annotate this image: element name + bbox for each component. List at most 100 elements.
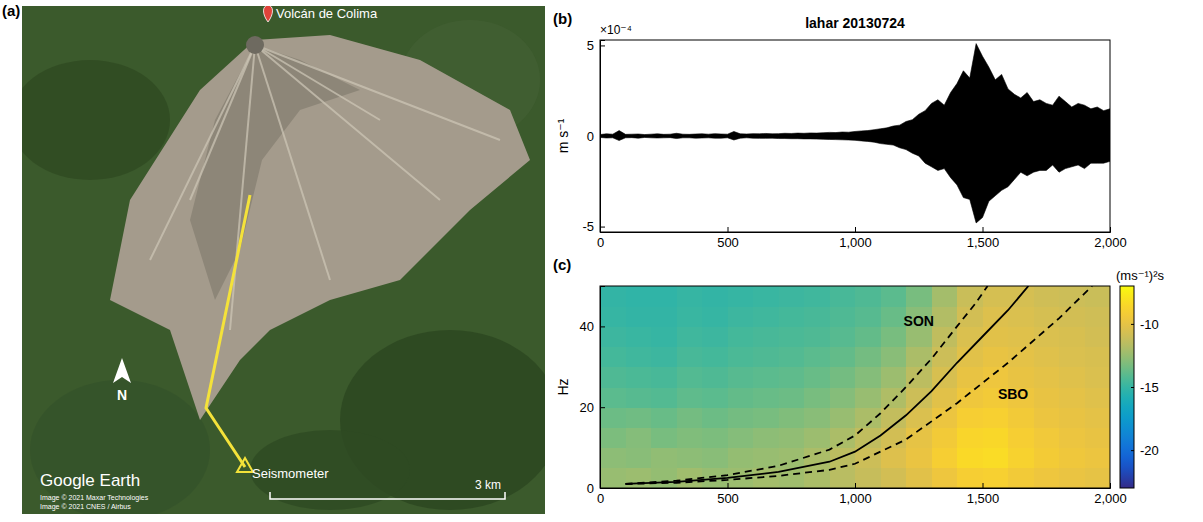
tick: 5 [587,38,605,53]
heatmap-cell [600,347,626,368]
heatmap-cell [600,367,626,388]
volcano-slope [110,35,530,420]
heatmap-cell [957,468,983,488]
heatmap-cell [855,286,881,307]
heatmap-cell [626,448,652,469]
heatmap-cell [881,347,907,368]
heatmap-cell [881,468,907,488]
heatmap-cell [600,448,626,469]
heatmap-cell [728,407,754,428]
forest-patch [22,60,170,180]
heatmap-cell [1059,468,1085,488]
heatmap-cell [932,468,958,488]
heatmap-cell [600,387,626,408]
seismogram [600,44,1110,223]
heatmap-cell [702,367,728,388]
heatmap-cell [855,306,881,327]
heatmap-cell [983,468,1009,488]
heatmap-cell [830,306,856,327]
axis: 05001,0001,5002,000 [597,483,1127,506]
heatmap-cell [855,468,881,488]
heatmap-cell [830,286,856,307]
tick-label: -5 [582,219,594,234]
heatmap-cell [932,347,958,368]
heatmap-cell [728,387,754,408]
heatmap-cell [702,347,728,368]
heatmap-cell [957,326,983,347]
arrival-curve [626,286,1029,484]
axis-line [601,41,606,233]
heatmap-cell [906,468,932,488]
heatmap-cell [779,286,805,307]
tick-mark [600,326,605,327]
logo: Google Earth [40,471,140,490]
heatmap-cell [1034,347,1060,368]
heatmap-cell [804,387,830,408]
heatmap-cell [728,347,754,368]
tick-label: 2,000 [1094,491,1127,506]
heatmap-cell [932,387,958,408]
heatmap-cell [804,326,830,347]
tick-mark [728,483,729,488]
heatmap-cell [779,326,805,347]
tick-label: -10 [1140,317,1159,332]
heatmap-cell [881,326,907,347]
north-label: N [117,387,127,403]
arrival-curve [626,286,1093,484]
tick-label: 20 [580,400,594,415]
heatmap-cell [932,448,958,469]
heatmap-cell [881,286,907,307]
heatmap-cell [804,407,830,428]
heatmap-cell [702,427,728,448]
heatmap-cell [906,326,932,347]
tick: 500 [717,483,739,506]
heatmap-cell [702,326,728,347]
heatmap-cell [1059,427,1085,448]
heatmap-cell [881,427,907,448]
heatmap-cell [728,448,754,469]
heatmap-cell [1059,306,1085,327]
heatmap-cell [1085,387,1111,408]
tick-mark [1131,450,1134,451]
heatmap-cell [702,387,728,408]
heatmap-cell [779,347,805,368]
heatmap-cell [830,407,856,428]
heatmap-cell [1034,407,1060,428]
heatmap-cell [1034,448,1060,469]
heatmap-cell [1008,407,1034,428]
heatmap-cell [600,407,626,428]
ravine [255,45,440,200]
heatmap-cell [651,326,677,347]
plot-area [600,286,1110,488]
heatmap-cell [600,286,626,307]
summit-label: Volcán de Colima [276,6,378,21]
heatmap-cell [702,407,728,428]
heatmap-cell [677,407,703,428]
heatmap-cell [1085,427,1111,448]
ravine [255,45,500,140]
heatmap-cell [1034,387,1060,408]
heatmap-cell [1008,468,1034,488]
heatmap-cell [651,306,677,327]
heatmap-cell [1034,326,1060,347]
heatmap-cell [753,306,779,327]
heatmap-cell [932,306,958,327]
axis: -20-15-10 [1131,287,1159,489]
heatmap-cell [728,367,754,388]
tick: 1,000 [839,483,872,506]
heatmap-cell [957,448,983,469]
tick-mark [1110,227,1111,232]
heatmap-cell [779,367,805,388]
heatmap-cell [1059,286,1085,307]
heatmap-cell [1008,427,1034,448]
tick-mark [600,136,605,137]
tick: 0 [587,481,605,496]
heatmap-cell [830,326,856,347]
heatmap-cell [1085,306,1111,327]
heatmap-cell [677,427,703,448]
tick-mark [855,483,856,488]
heatmap-cell [855,347,881,368]
heatmap-cell [1085,468,1111,488]
tick-mark [855,227,856,232]
heatmap-cell [830,468,856,488]
